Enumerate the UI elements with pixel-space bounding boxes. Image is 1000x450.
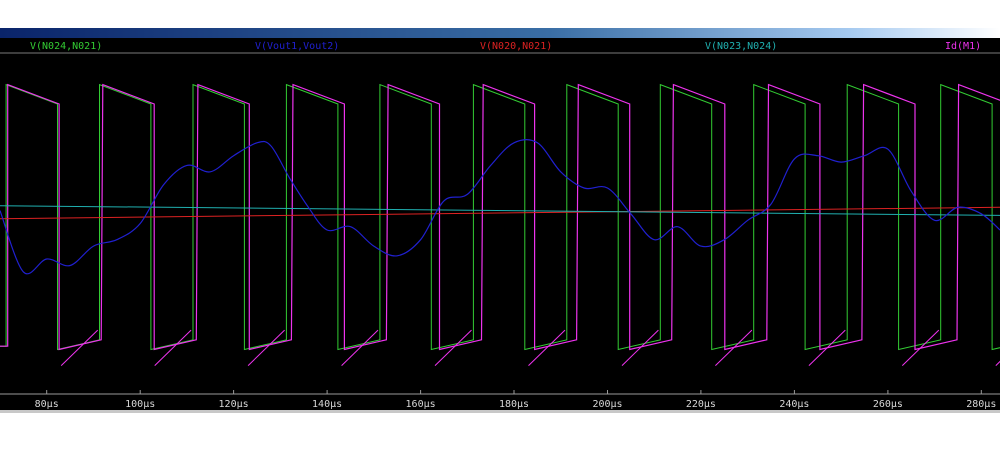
x-tick-label-6: 200µs bbox=[592, 399, 622, 410]
legend-entry-3: V(N020,N021) bbox=[480, 41, 552, 52]
x-tick-label-1: 100µs bbox=[125, 399, 155, 410]
x-tick-label-3: 140µs bbox=[312, 399, 342, 410]
id-ramp-2 bbox=[247, 329, 285, 366]
id-ramp-7 bbox=[715, 329, 753, 366]
legend-entry-1: V(N024,N021) bbox=[30, 41, 102, 52]
plot-traces bbox=[0, 83, 1000, 366]
x-tick-label-8: 240µs bbox=[779, 399, 809, 410]
trace-4 bbox=[0, 205, 1000, 216]
id-ramp-6 bbox=[621, 329, 659, 366]
id-ramp-5 bbox=[528, 329, 566, 366]
x-tick-label-2: 120µs bbox=[219, 399, 249, 410]
x-tick-label-10: 280µs bbox=[966, 399, 996, 410]
x-tick-label-5: 180µs bbox=[499, 399, 529, 410]
x-tick-label-7: 220µs bbox=[686, 399, 716, 410]
legend: V(N024,N021) V(Vout1,Vout2) V(N020,N021) V(… bbox=[30, 41, 981, 52]
id-ramp-0 bbox=[60, 329, 99, 366]
id-ramp-9 bbox=[901, 329, 940, 366]
x-axis: 80µs 100µs 120µs 140µs 160µs 180µs 200µs 220µs 2… bbox=[35, 390, 996, 410]
id-ramp-3 bbox=[341, 329, 379, 366]
id-ramp-4 bbox=[434, 329, 472, 366]
legend-entry-4: V(N023,N024) bbox=[705, 41, 777, 52]
x-tick-label-4: 160µs bbox=[406, 399, 436, 410]
id-ramp-8 bbox=[808, 329, 846, 366]
plot-panel bbox=[0, 38, 1000, 410]
legend-entry-2: V(Vout1,Vout2) bbox=[255, 41, 339, 52]
window-titlebar bbox=[0, 28, 1000, 38]
x-tick-label-9: 260µs bbox=[873, 399, 903, 410]
trace-2 bbox=[0, 138, 1000, 275]
trace-3 bbox=[0, 206, 1000, 220]
legend-entry-5: Id(M1) bbox=[945, 41, 981, 52]
panel-bottom-border bbox=[0, 410, 1000, 413]
trace-5 bbox=[0, 83, 1000, 351]
x-tick-label-0: 80µs bbox=[35, 399, 59, 410]
trace-1 bbox=[0, 83, 1000, 351]
id-ramp-1 bbox=[154, 329, 192, 366]
